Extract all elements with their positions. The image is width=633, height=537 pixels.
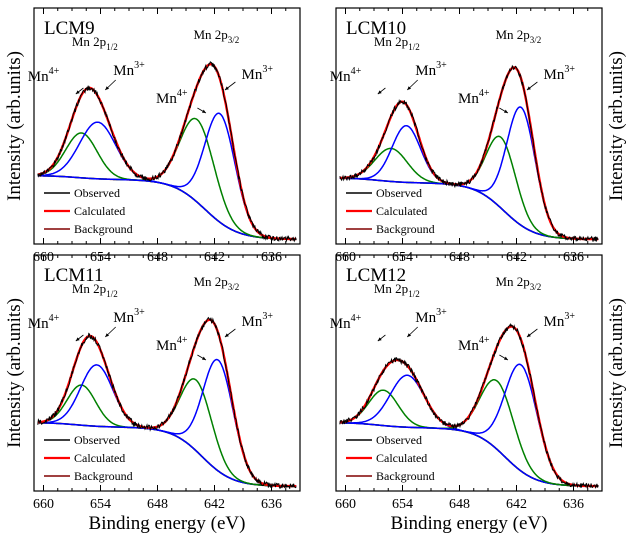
x-tick-label: 648 [147,497,168,512]
annotation-arrowhead [377,337,382,341]
plot-area [339,322,599,489]
peak-label: Mn 2p1/2 [374,281,420,299]
axes-frame [33,7,301,245]
panel-title: LCM9 [44,18,95,39]
y-axis-label: Intensity (arb.units) [606,298,627,448]
legend-entry: Calculated [74,204,125,218]
ion-label: Mn3+ [544,64,576,83]
mn3-component-curve [37,358,297,487]
annotation-arrowhead [201,109,206,113]
x-tick-label: 636 [563,497,584,512]
observed-curve [37,61,297,243]
ion-label: Mn3+ [113,60,145,79]
peak-label: Mn 2p3/2 [495,27,541,45]
mn3-component-curve [37,112,297,240]
ion-label: Mn4+ [458,335,490,354]
x-tick-label: 642 [506,497,527,512]
axes-frame [335,254,603,492]
annotation-arrowhead [526,333,531,337]
panel-title: LCM10 [346,18,406,39]
x-tick-label: 660 [33,497,54,512]
annotation-arrowhead [503,356,508,360]
axes-frame [33,254,301,492]
ion-label: Mn3+ [242,311,274,330]
observed-curve [339,322,599,489]
axes-frame [335,7,603,245]
observed-curve [339,64,599,242]
legend-entry: Observed [74,186,120,200]
mn3-component-curve [339,106,599,240]
legend-entry: Background [74,222,133,236]
y-axis-label: Intensity (arb.units) [4,51,25,201]
plot-area [37,61,297,243]
x-axis-label: Binding energy (eV) [89,513,246,534]
legend-entry: Observed [376,433,422,447]
legend-entry: Background [376,222,435,236]
annotation-arrowhead [75,337,80,341]
ion-label: Mn4+ [330,66,362,85]
peak-label: Mn 2p3/2 [193,27,239,45]
plot-area [339,64,599,242]
x-tick-label: 654 [90,497,111,512]
peak-label: Mn 2p3/2 [495,274,541,292]
ion-label: Mn4+ [458,88,490,107]
plot-area [37,316,297,490]
mn3-component-curve [339,363,599,487]
panel-title: LCM11 [44,265,103,286]
annotation-arrowhead [503,109,508,113]
legend-entry: Observed [376,186,422,200]
legend-entry: Background [376,469,435,483]
x-tick-label: 648 [449,497,470,512]
x-tick-label: 654 [392,497,413,512]
ion-label: Mn3+ [113,307,145,326]
y-axis-label: Intensity (arb.units) [4,298,25,448]
x-tick-label: 636 [261,497,282,512]
annotation-arrowhead [526,86,531,90]
ion-label: Mn4+ [28,313,60,332]
annotation-arrowhead [105,333,110,337]
x-tick-label: 642 [204,497,225,512]
ion-label: Mn4+ [156,335,188,354]
ion-label: Mn4+ [330,313,362,332]
annotation-arrowhead [224,333,229,337]
annotation-arrowhead [224,86,229,90]
ion-label: Mn3+ [415,60,447,79]
peak-label: Mn 2p3/2 [193,274,239,292]
annotation-arrowhead [201,356,206,360]
annotation-arrowhead [105,86,110,90]
ion-label: Mn3+ [415,307,447,326]
annotation-arrowhead [407,86,412,90]
legend-entry: Calculated [376,451,427,465]
panel-title: LCM12 [346,265,406,286]
peak-label: Mn 2p1/2 [72,34,118,52]
y-axis-label: Intensity (arb.units) [606,51,627,201]
x-tick-label: 660 [335,497,356,512]
annotation-arrowhead [407,333,412,337]
legend-entry: Calculated [376,204,427,218]
legend-entry: Background [74,469,133,483]
legend-entry: Calculated [74,451,125,465]
peak-label: Mn 2p1/2 [72,281,118,299]
ion-label: Mn4+ [28,66,60,85]
mn4-component-curve [37,117,297,240]
annotation-arrowhead [377,90,382,94]
ion-label: Mn4+ [156,88,188,107]
legend-entry: Observed [74,433,120,447]
peak-label: Mn 2p1/2 [374,34,420,52]
x-axis-label: Binding energy (eV) [391,513,548,534]
ion-label: Mn3+ [242,64,274,83]
annotation-arrowhead [75,90,80,94]
ion-label: Mn3+ [544,311,576,330]
observed-curve [37,316,297,490]
